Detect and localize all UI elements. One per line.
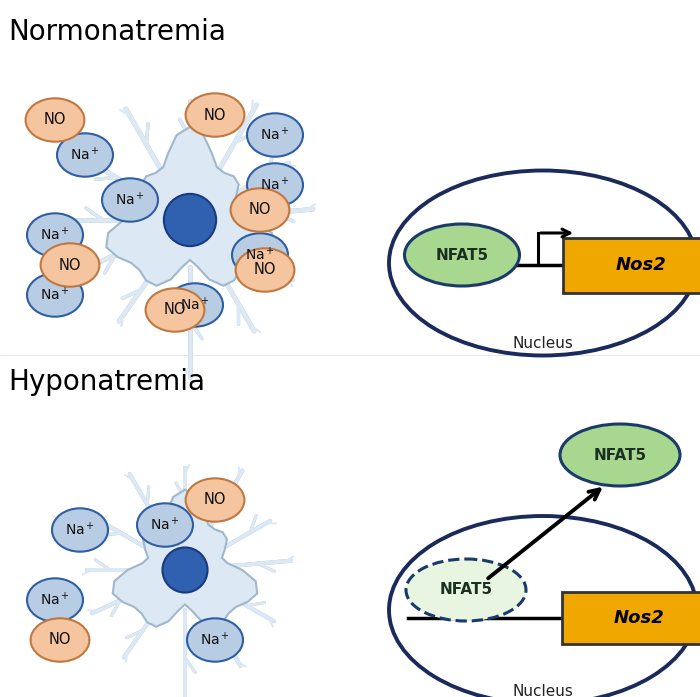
Ellipse shape bbox=[230, 188, 289, 231]
Polygon shape bbox=[106, 127, 274, 286]
Polygon shape bbox=[113, 489, 258, 627]
Ellipse shape bbox=[186, 478, 244, 521]
Text: Na$^+$: Na$^+$ bbox=[40, 286, 70, 304]
Text: NFAT5: NFAT5 bbox=[435, 247, 489, 263]
Text: Na$^+$: Na$^+$ bbox=[40, 591, 70, 608]
Text: Na$^+$: Na$^+$ bbox=[180, 296, 210, 314]
Ellipse shape bbox=[389, 171, 697, 355]
Ellipse shape bbox=[389, 516, 697, 697]
Text: Na$^+$: Na$^+$ bbox=[40, 227, 70, 244]
Text: NO: NO bbox=[204, 107, 226, 123]
Ellipse shape bbox=[146, 289, 204, 332]
Ellipse shape bbox=[27, 273, 83, 316]
Ellipse shape bbox=[27, 579, 83, 622]
Text: NO: NO bbox=[253, 263, 276, 277]
Text: Na$^+$: Na$^+$ bbox=[115, 192, 145, 208]
Ellipse shape bbox=[232, 233, 288, 277]
Ellipse shape bbox=[31, 618, 90, 661]
Ellipse shape bbox=[57, 133, 113, 177]
Text: Na$^+$: Na$^+$ bbox=[150, 516, 180, 534]
Ellipse shape bbox=[102, 178, 158, 222]
Text: Hyponatremia: Hyponatremia bbox=[8, 368, 205, 396]
Ellipse shape bbox=[162, 547, 208, 592]
Text: NFAT5: NFAT5 bbox=[594, 447, 647, 463]
Text: Normonatremia: Normonatremia bbox=[8, 18, 226, 46]
Ellipse shape bbox=[247, 114, 303, 157]
Ellipse shape bbox=[26, 98, 85, 141]
Ellipse shape bbox=[164, 194, 216, 246]
Text: NO: NO bbox=[49, 632, 71, 648]
Ellipse shape bbox=[405, 224, 519, 286]
Text: Nos2: Nos2 bbox=[614, 609, 665, 627]
Ellipse shape bbox=[560, 424, 680, 486]
FancyBboxPatch shape bbox=[563, 238, 700, 293]
Text: Na$^+$: Na$^+$ bbox=[70, 146, 100, 164]
Text: Na$^+$: Na$^+$ bbox=[200, 631, 230, 649]
Ellipse shape bbox=[167, 283, 223, 327]
Ellipse shape bbox=[187, 618, 243, 661]
Ellipse shape bbox=[247, 163, 303, 207]
FancyBboxPatch shape bbox=[562, 592, 700, 644]
Text: NFAT5: NFAT5 bbox=[440, 583, 493, 597]
Ellipse shape bbox=[52, 508, 108, 552]
Text: NO: NO bbox=[59, 257, 81, 273]
Text: Na$^+$: Na$^+$ bbox=[65, 521, 95, 539]
Text: NO: NO bbox=[248, 203, 272, 217]
Text: Nos2: Nos2 bbox=[615, 256, 666, 275]
Text: Na$^+$: Na$^+$ bbox=[260, 176, 290, 194]
Text: Nucleus: Nucleus bbox=[512, 336, 573, 351]
Ellipse shape bbox=[236, 248, 295, 292]
Ellipse shape bbox=[406, 559, 526, 621]
Text: NO: NO bbox=[204, 493, 226, 507]
Ellipse shape bbox=[27, 213, 83, 256]
Ellipse shape bbox=[41, 243, 99, 286]
Text: NO: NO bbox=[164, 302, 186, 318]
Ellipse shape bbox=[137, 503, 193, 546]
Text: Na$^+$: Na$^+$ bbox=[260, 126, 290, 144]
Ellipse shape bbox=[186, 93, 244, 137]
Text: Na$^+$: Na$^+$ bbox=[245, 246, 275, 263]
Text: NO: NO bbox=[43, 112, 66, 128]
Text: Nucleus: Nucleus bbox=[512, 684, 573, 697]
